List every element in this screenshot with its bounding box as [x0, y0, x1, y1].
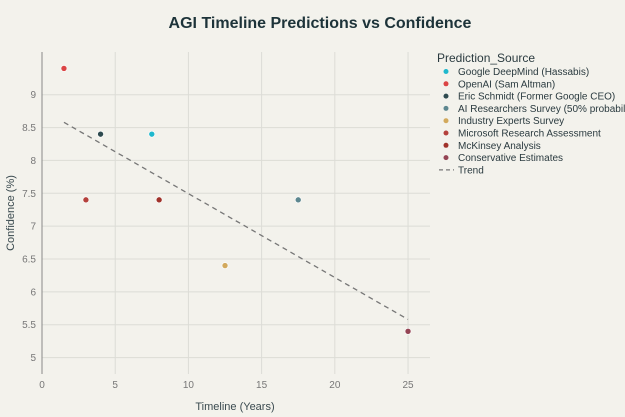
data-point — [82, 196, 90, 204]
y-tick-label: 5 — [30, 353, 36, 364]
legend-marker — [443, 81, 449, 87]
trend-line — [63, 121, 409, 321]
legend-item: AI Researchers Survey (50% probability) — [458, 104, 625, 115]
legend-item: Google DeepMind (Hassabis) — [458, 67, 589, 78]
y-tick-label: 8.5 — [22, 123, 36, 134]
x-tick-label: 5 — [112, 380, 118, 391]
legend-marker — [443, 155, 449, 161]
legend-title: Prediction_Source — [437, 51, 535, 65]
legend-item: OpenAI (Sam Altman) — [458, 79, 555, 90]
legend-marker — [443, 93, 449, 99]
legend-item: Eric Schmidt (Former Google CEO) — [458, 92, 615, 103]
legend: Prediction_Source Google DeepMind (Hassa… — [437, 51, 625, 176]
legend-marker — [443, 118, 449, 124]
y-tick-label: 5.5 — [22, 320, 36, 331]
legend-marker — [443, 130, 449, 136]
data-point — [404, 327, 412, 335]
chart-title: AGI Timeline Predictions vs Confidence — [169, 15, 472, 32]
y-tick-label: 6 — [30, 287, 36, 298]
x-axis-label: Timeline (Years) — [195, 401, 274, 413]
data-point — [148, 130, 156, 138]
legend-marker — [443, 142, 449, 148]
data-point — [294, 196, 302, 204]
data-point — [60, 65, 68, 72]
y-tick-label: 7 — [30, 222, 36, 233]
data-point — [97, 130, 104, 138]
x-tick-label: 0 — [39, 380, 45, 391]
y-tick-label: 6.5 — [22, 255, 36, 266]
legend-item: Trend — [458, 165, 484, 176]
y-axis-label: Confidence (%) — [5, 175, 17, 251]
data-marks — [60, 65, 412, 335]
legend-marker — [443, 69, 449, 74]
data-point — [155, 196, 163, 204]
x-tick-label: 15 — [256, 380, 268, 391]
legend-item: Conservative Estimates — [458, 153, 563, 164]
legend-item: Microsoft Research Assessment — [458, 129, 601, 140]
x-tick-label: 25 — [402, 380, 414, 391]
x-tick-label: 10 — [183, 380, 195, 391]
y-tick-label: 7.5 — [22, 189, 36, 200]
legend-marker — [443, 105, 449, 111]
y-tick-label: 9 — [30, 90, 36, 101]
grid: 0 5 10 15 20 25 5 5.5 6 6.5 7 7.5 8 8.5 9 — [22, 52, 430, 391]
legend-item: Industry Experts Survey — [458, 116, 564, 127]
data-point — [221, 262, 229, 269]
y-tick-label: 8 — [30, 156, 36, 167]
x-tick-label: 20 — [329, 380, 341, 391]
legend-item: McKinsey Analysis — [458, 141, 541, 152]
